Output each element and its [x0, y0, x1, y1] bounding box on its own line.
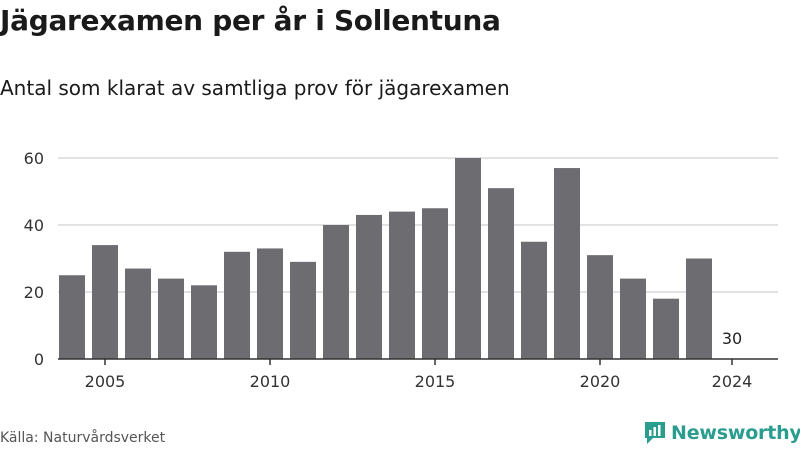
bar — [290, 261, 316, 359]
bar — [92, 245, 118, 359]
bar — [455, 158, 481, 359]
y-tick-label: 40 — [24, 216, 44, 235]
y-tick-label: 20 — [24, 283, 44, 302]
x-tick-label: 2005 — [85, 372, 126, 391]
newsworthy-logo: Newsworthy — [643, 420, 800, 446]
x-tick-label: 2015 — [415, 372, 456, 391]
data-label: 30 — [722, 329, 742, 348]
bar — [554, 168, 580, 359]
bar — [653, 298, 679, 359]
bar — [125, 268, 151, 359]
y-tick-label: 60 — [24, 149, 44, 168]
bar — [323, 225, 349, 359]
bar — [389, 211, 415, 359]
bar — [158, 278, 184, 359]
bar — [422, 208, 448, 359]
chart-subtitle: Antal som klarat av samtliga prov för jä… — [0, 76, 510, 100]
bar-chart: 0 20 40 60 30 2005 2010 2015 2020 2024 — [24, 149, 778, 391]
bar — [587, 255, 613, 359]
bar — [686, 258, 712, 359]
bar — [356, 214, 382, 359]
x-tick-label: 2020 — [580, 372, 621, 391]
bar — [620, 278, 646, 359]
bar — [257, 248, 283, 359]
x-tick-label: 2010 — [250, 372, 291, 391]
chart-title: Jägarexamen per år i Sollentuna — [0, 4, 501, 37]
bar — [488, 188, 514, 359]
newsworthy-icon — [645, 422, 665, 444]
y-tick-label: 0 — [34, 350, 44, 369]
x-tick-label: 2024 — [712, 372, 753, 391]
source-note: Källa: Naturvårdsverket — [0, 430, 166, 446]
bar — [224, 251, 250, 359]
bar — [191, 285, 217, 359]
bar — [59, 275, 85, 359]
bar — [521, 241, 547, 359]
brand-name: Newsworthy — [671, 422, 800, 444]
